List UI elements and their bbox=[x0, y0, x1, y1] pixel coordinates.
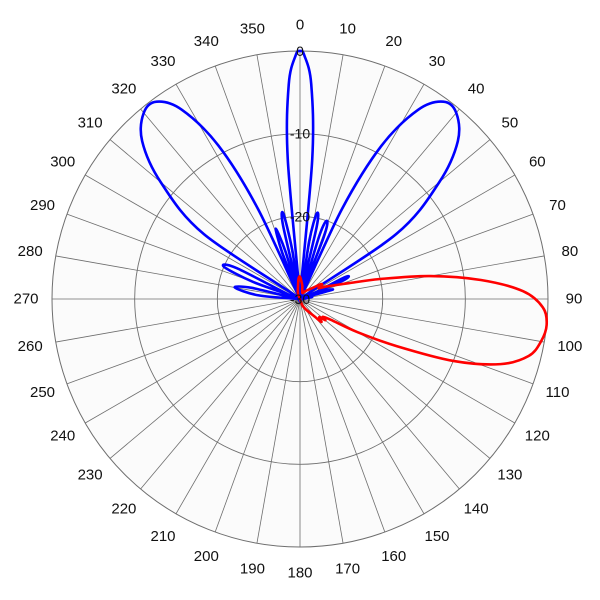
radial-tick-label: -10 bbox=[290, 126, 310, 142]
angle-gridline-170 bbox=[299, 298, 344, 544]
radial-gridline bbox=[134, 133, 466, 465]
angle-gridline-80 bbox=[299, 255, 545, 300]
angle-gridline-250 bbox=[66, 298, 301, 385]
angle-gridline-130 bbox=[299, 298, 491, 459]
series-layer bbox=[139, 49, 549, 366]
angle-tick-label: 50 bbox=[502, 114, 519, 131]
angle-tick-label: 110 bbox=[546, 384, 570, 401]
angle-gridline-120 bbox=[299, 298, 515, 424]
series-line-2 bbox=[296, 274, 549, 366]
angle-tick-label: 30 bbox=[429, 53, 446, 70]
angle-tick-label: 210 bbox=[150, 528, 175, 545]
angle-tick-label: 190 bbox=[240, 560, 265, 577]
angle-gridline-150 bbox=[299, 298, 425, 514]
angle-tick-labels: 0 10 20 30 40 50 60 70 80 90 100 110 120 130 140 150 160… bbox=[13, 17, 582, 582]
angle-gridline-30 bbox=[299, 84, 425, 300]
angle-tick-label: 350 bbox=[240, 21, 265, 38]
angle-gridline-160 bbox=[299, 298, 386, 533]
angle-tick-label: 310 bbox=[78, 114, 103, 131]
radial-tick-label: -30 bbox=[290, 291, 310, 307]
angle-tick-label: 180 bbox=[287, 565, 312, 582]
angle-tick-label: 70 bbox=[549, 197, 566, 214]
angle-tick-label: 290 bbox=[30, 197, 55, 214]
radial-gridline bbox=[216, 215, 384, 383]
angle-gridline-240 bbox=[85, 298, 301, 424]
angle-gridline-60 bbox=[299, 174, 515, 300]
angle-gridline-140 bbox=[299, 298, 460, 490]
angle-gridline-330 bbox=[175, 84, 301, 300]
angle-tick-label: 120 bbox=[525, 428, 550, 445]
angle-gridline-40 bbox=[299, 108, 460, 300]
angle-tick-label: 160 bbox=[381, 548, 406, 565]
angle-tick-label: 10 bbox=[339, 21, 356, 38]
angle-tick-label: 320 bbox=[111, 81, 136, 98]
angle-gridline-100 bbox=[299, 298, 545, 343]
angle-tick-label: 220 bbox=[111, 500, 136, 517]
radial-tick-label: 0 bbox=[296, 43, 304, 59]
radial-tick-label: -20 bbox=[290, 208, 310, 224]
angle-tick-label: 100 bbox=[557, 338, 582, 355]
angle-gridline-310 bbox=[109, 139, 301, 300]
angle-tick-label: 230 bbox=[78, 467, 103, 484]
angle-tick-label: 130 bbox=[497, 467, 522, 484]
angle-gridline-210 bbox=[175, 298, 301, 514]
angle-tick-label: 250 bbox=[30, 384, 55, 401]
radial-gridlines bbox=[134, 133, 466, 465]
angle-tick-label: 60 bbox=[529, 154, 546, 171]
angle-tick-label: 0 bbox=[296, 17, 304, 34]
angle-tick-label: 300 bbox=[50, 154, 75, 171]
angle-gridline-230 bbox=[109, 298, 301, 459]
angle-tick-label: 270 bbox=[13, 291, 38, 308]
angle-gridline-200 bbox=[214, 298, 301, 533]
angle-tick-label: 260 bbox=[18, 338, 43, 355]
angle-gridline-50 bbox=[299, 139, 491, 300]
angle-tick-label: 200 bbox=[194, 548, 219, 565]
angle-tick-label: 280 bbox=[18, 243, 43, 260]
angle-tick-label: 90 bbox=[566, 291, 583, 308]
angle-gridline-110 bbox=[299, 298, 534, 385]
angle-gridline-320 bbox=[140, 108, 301, 300]
angle-tick-label: 340 bbox=[194, 33, 219, 50]
angle-tick-label: 80 bbox=[561, 243, 578, 260]
series-line-1 bbox=[139, 49, 461, 304]
radial-tick-labels: 0 -10 -20 -30 bbox=[290, 43, 310, 307]
angle-tick-label: 330 bbox=[150, 53, 175, 70]
angle-tick-label: 240 bbox=[50, 428, 75, 445]
angle-tick-label: 40 bbox=[468, 81, 485, 98]
angle-tick-label: 20 bbox=[385, 33, 402, 50]
angle-gridline-300 bbox=[85, 174, 301, 300]
angle-tick-label: 140 bbox=[464, 500, 489, 517]
angle-gridline-260 bbox=[55, 298, 301, 343]
angle-gridline-220 bbox=[140, 298, 301, 490]
angle-tick-label: 170 bbox=[335, 560, 360, 577]
angle-tick-label: 150 bbox=[424, 528, 449, 545]
angle-gridline-190 bbox=[256, 298, 301, 544]
angle-gridline-280 bbox=[55, 255, 301, 300]
